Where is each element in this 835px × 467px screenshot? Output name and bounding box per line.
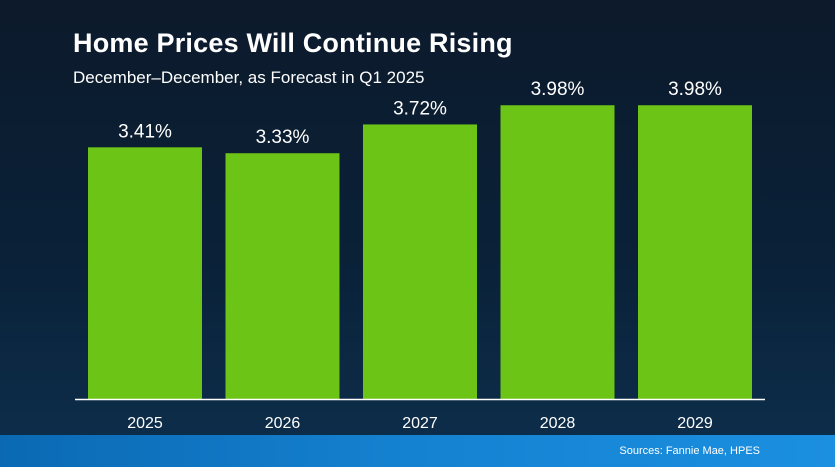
data-label: 3.33%: [256, 127, 310, 148]
x-tick-label: 2027: [402, 415, 438, 432]
bar: [88, 147, 202, 399]
data-label: 3.98%: [531, 79, 585, 100]
bar: [638, 105, 752, 399]
x-tick-label: 2026: [265, 415, 301, 432]
x-tick-label: 2025: [127, 415, 163, 432]
bar: [363, 124, 477, 399]
chart-subtitle: December–December, as Forecast in Q1 202…: [73, 68, 425, 87]
source-note: Sources: Fannie Mae, HPES: [619, 445, 760, 457]
x-tick-label: 2028: [540, 415, 576, 432]
footer-band: Sources: Fannie Mae, HPES: [0, 435, 835, 467]
x-tick-label: 2029: [677, 415, 713, 432]
data-label: 3.41%: [118, 121, 172, 142]
bar: [225, 153, 340, 399]
bar: [500, 105, 615, 399]
data-label: 3.98%: [668, 79, 722, 100]
chart-title: Home Prices Will Continue Rising: [73, 28, 513, 58]
data-label: 3.72%: [393, 98, 447, 119]
